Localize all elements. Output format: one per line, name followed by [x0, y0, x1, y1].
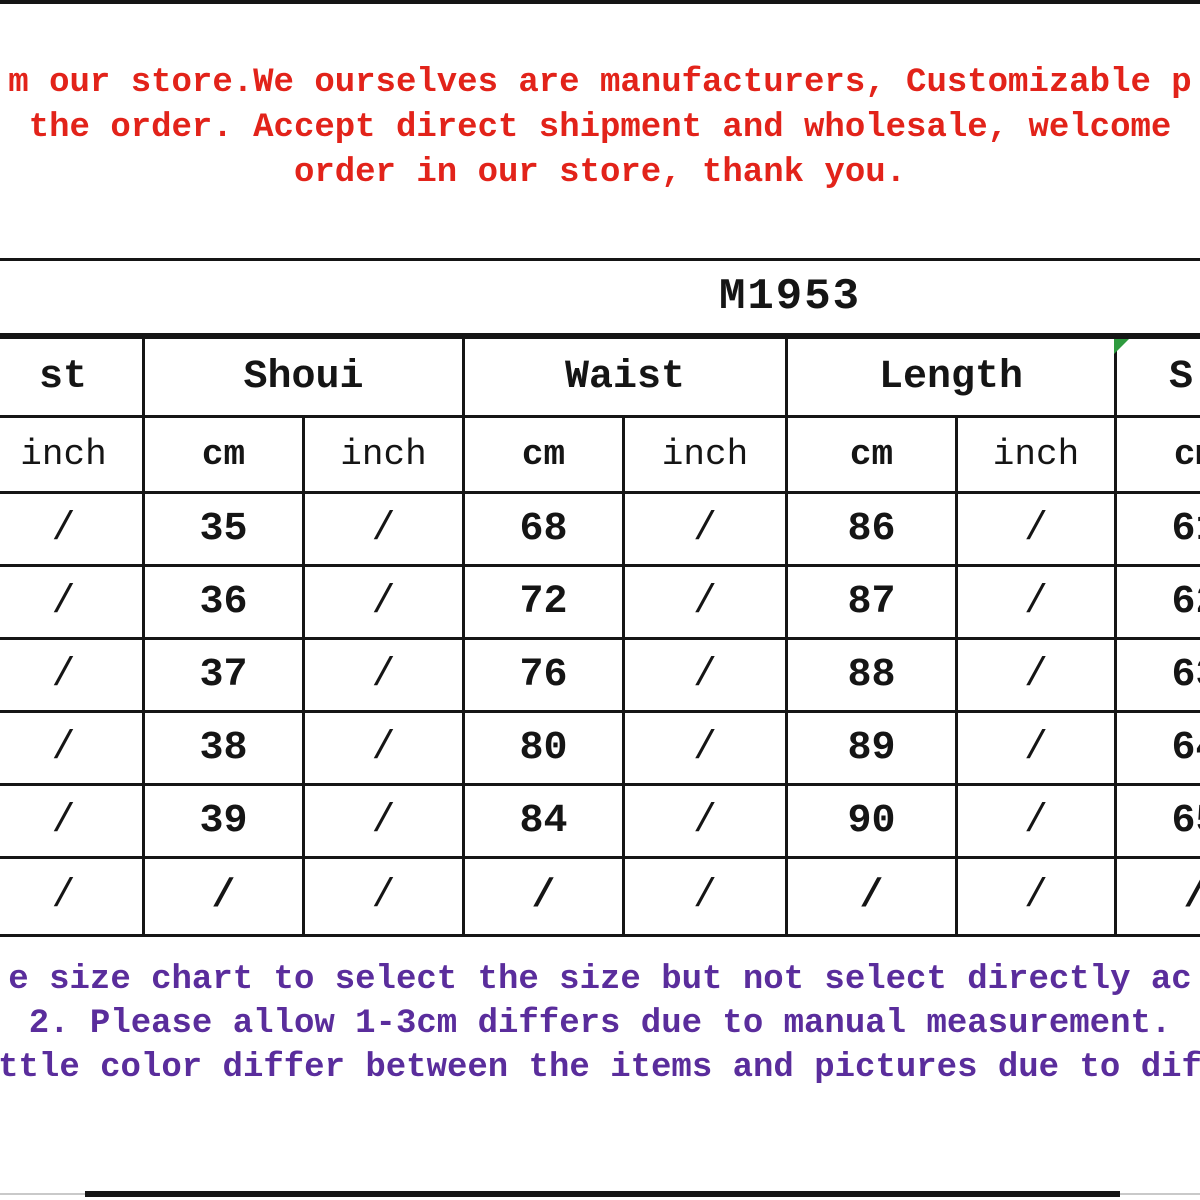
- unit-header-row: inch cm inch cm inch cm inch cm: [0, 415, 1200, 494]
- unit-header: cm: [1114, 415, 1200, 494]
- measurement-note-text: e size chart to select the size but not …: [8, 961, 1192, 999]
- size-cell: /: [622, 491, 789, 567]
- size-cell: /: [622, 710, 789, 786]
- unit-header: inch: [302, 415, 466, 494]
- unit-header: inch: [0, 415, 146, 494]
- size-cell: 64: [1114, 710, 1200, 786]
- size-cell: /: [0, 564, 146, 640]
- size-chart: M1953 st Shoui Waist Length S inch cm in…: [0, 258, 1200, 937]
- size-cell: /: [622, 783, 789, 859]
- table-header-row: st Shoui Waist Length S: [0, 336, 1200, 418]
- table-row: / / / / / / / /: [0, 856, 1200, 937]
- size-cell: 38: [142, 710, 306, 786]
- table-row: / 36 / 72 / 87 / 62: [0, 564, 1200, 640]
- size-cell: 62: [1114, 564, 1200, 640]
- size-cell: /: [302, 491, 466, 567]
- size-cell: /: [302, 783, 466, 859]
- store-notice: m our store.We ourselves are manufacture…: [0, 60, 1200, 195]
- size-chart-table: st Shoui Waist Length S inch cm inch cm …: [0, 336, 1200, 937]
- comment-marker-icon: [1114, 339, 1129, 354]
- size-cell: 36: [142, 564, 306, 640]
- column-header-bust: st: [0, 336, 146, 418]
- column-header-shoui: Shoui: [142, 336, 466, 418]
- size-cell: 72: [462, 564, 626, 640]
- size-cell: 76: [462, 637, 626, 713]
- measurement-notes: e size chart to select the size but not …: [0, 958, 1200, 1090]
- size-cell: /: [955, 564, 1118, 640]
- size-cell: 87: [785, 564, 959, 640]
- size-cell: 63: [1114, 637, 1200, 713]
- size-cell: 35: [142, 491, 306, 567]
- size-cell: /: [0, 783, 146, 859]
- size-cell: 65: [1114, 783, 1200, 859]
- store-notice-line: the order. Accept direct shipment and wh…: [0, 105, 1200, 150]
- store-notice-line: order in our store, thank you.: [0, 150, 1200, 195]
- store-notice-text: m our store.We ourselves are manufacture…: [8, 63, 1192, 102]
- measurement-note-text: ttle color differ between the items and …: [0, 1049, 1200, 1087]
- table-row: / 37 / 76 / 88 / 63: [0, 637, 1200, 713]
- size-cell: /: [1114, 856, 1200, 937]
- size-cell: /: [302, 564, 466, 640]
- chart-title: M1953: [718, 272, 862, 322]
- top-border-line: [0, 0, 1200, 4]
- size-cell: 88: [785, 637, 959, 713]
- store-notice-text: order in our store, thank you.: [293, 153, 907, 192]
- size-cell: 61: [1114, 491, 1200, 567]
- size-cell: /: [955, 637, 1118, 713]
- size-cell: /: [955, 856, 1118, 937]
- size-cell: /: [302, 637, 466, 713]
- size-cell: /: [955, 783, 1118, 859]
- size-cell: /: [0, 637, 146, 713]
- column-header-waist: Waist: [462, 336, 789, 418]
- size-cell: 84: [462, 783, 626, 859]
- size-cell: 39: [142, 783, 306, 859]
- size-cell: /: [0, 710, 146, 786]
- size-cell: 86: [785, 491, 959, 567]
- size-cell: /: [302, 710, 466, 786]
- size-cell: /: [955, 491, 1118, 567]
- table-row: / 38 / 80 / 89 / 64: [0, 710, 1200, 786]
- size-cell: /: [955, 710, 1118, 786]
- unit-header: cm: [142, 415, 306, 494]
- size-cell: /: [785, 856, 959, 937]
- size-cell: /: [0, 856, 146, 937]
- measurement-note-line: e size chart to select the size but not …: [0, 958, 1200, 1002]
- size-cell: 89: [785, 710, 959, 786]
- store-notice-text: the order. Accept direct shipment and wh…: [28, 108, 1172, 147]
- unit-header: inch: [955, 415, 1118, 494]
- measurement-note-line: ttle color differ between the items and …: [0, 1046, 1200, 1090]
- size-cell: /: [622, 564, 789, 640]
- size-cell: 37: [142, 637, 306, 713]
- table-row: / 35 / 68 / 86 / 61: [0, 491, 1200, 567]
- column-header-length: Length: [785, 336, 1118, 418]
- size-cell: 90: [785, 783, 959, 859]
- unit-header: inch: [622, 415, 789, 494]
- size-cell: 68: [462, 491, 626, 567]
- bottom-border-line: [85, 1191, 1120, 1197]
- store-notice-line: m our store.We ourselves are manufacture…: [0, 60, 1200, 105]
- size-cell: /: [622, 856, 789, 937]
- unit-header: cm: [785, 415, 959, 494]
- size-cell: /: [462, 856, 626, 937]
- measurement-note-line: 2. Please allow 1-3cm differs due to man…: [0, 1002, 1200, 1046]
- chart-title-row: M1953: [0, 258, 1200, 336]
- unit-header: cm: [462, 415, 626, 494]
- table-row: / 39 / 84 / 90 / 65: [0, 783, 1200, 859]
- size-cell: /: [142, 856, 306, 937]
- size-cell: /: [0, 491, 146, 567]
- size-cell: /: [622, 637, 789, 713]
- size-cell: 80: [462, 710, 626, 786]
- size-cell: /: [302, 856, 466, 937]
- measurement-note-text: 2. Please allow 1-3cm differs due to man…: [28, 1005, 1172, 1043]
